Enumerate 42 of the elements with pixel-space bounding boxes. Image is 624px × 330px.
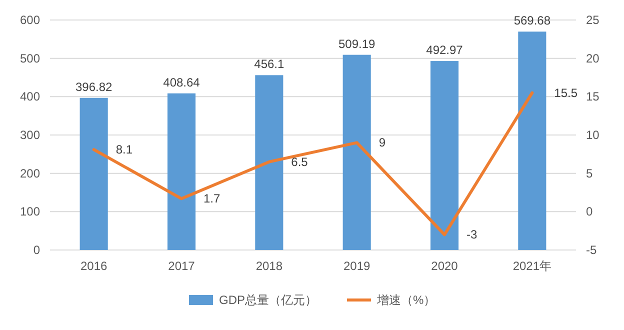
data-label: 408.64 (163, 75, 200, 90)
data-label: 396.82 (75, 80, 113, 94)
bar (342, 54, 371, 250)
data-label: 456.1 (254, 57, 285, 72)
data-label: 8.1 (116, 142, 133, 157)
y-tick-label: 0 (33, 243, 40, 257)
data-label: 9 (378, 136, 386, 150)
data-label: -3 (466, 228, 478, 242)
y2-tick-label: 15 (586, 90, 600, 104)
y2-tick-label: 0 (586, 204, 593, 219)
y2-tick-label: 25 (586, 13, 600, 27)
bar (80, 98, 108, 250)
x-tick-label: 2016 (80, 259, 108, 273)
legend-label: 增速（%） (376, 293, 436, 307)
y2-tick-label: -5 (586, 243, 597, 257)
y-tick-label: 600 (20, 13, 40, 27)
y-tick-label: 300 (20, 128, 40, 142)
y-tick-label: 200 (20, 166, 40, 180)
data-label: 492.97 (426, 43, 464, 58)
y-tick-label: 500 (20, 51, 40, 66)
x-tick-label: 2018 (256, 259, 283, 273)
y2-tick-label: 20 (586, 51, 600, 66)
y2-tick-label: 5 (586, 166, 593, 180)
x-tick-label: 2021年 (512, 259, 552, 273)
x-tick-label: 2017 (168, 259, 196, 273)
data-label: 509.19 (338, 36, 376, 51)
bar (518, 32, 546, 250)
x-tick-label: 2019 (343, 259, 371, 273)
bar (430, 61, 459, 250)
data-label: 6.5 (291, 154, 308, 169)
data-label: 15.5 (554, 86, 578, 100)
legend-label: GDP总量（亿元） (219, 293, 318, 307)
y2-tick-label: 10 (586, 128, 600, 142)
data-label: 1.7 (204, 192, 221, 206)
x-tick-label: 2020 (431, 259, 458, 273)
legend-item: GDP总量（亿元） (189, 293, 318, 307)
bar (167, 93, 196, 250)
bar (255, 75, 284, 250)
data-label: 569.68 (514, 14, 551, 28)
y-tick-label: 400 (20, 90, 40, 104)
y-tick-label: 100 (20, 204, 40, 219)
legend-item: 增速（%） (347, 293, 436, 307)
